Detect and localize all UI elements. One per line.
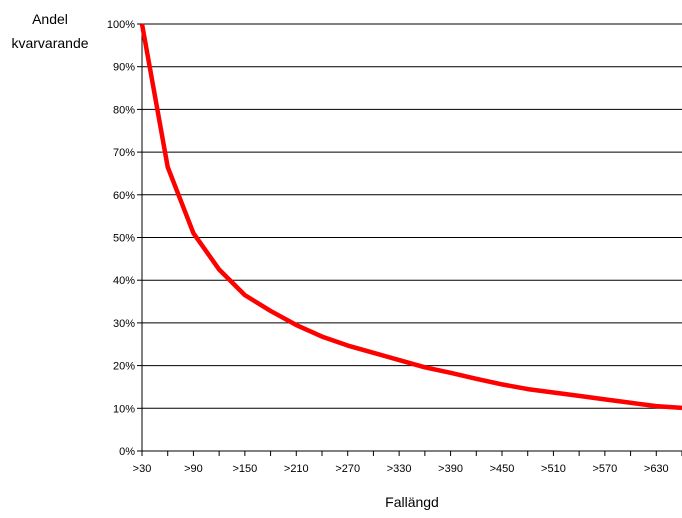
y-axis-title-line-2: kvarvarande (11, 35, 88, 51)
y-tick-label: 30% (113, 318, 135, 330)
y-tick-label: 80% (113, 104, 135, 116)
y-tick-label: 70% (113, 147, 135, 159)
x-tick-label: >90 (184, 463, 203, 475)
x-tick-label: >30 (133, 463, 152, 475)
x-tick-label: >150 (232, 463, 257, 475)
y-tick-label: 90% (113, 62, 135, 74)
y-tick-label: 0% (119, 446, 135, 458)
axes (137, 23, 682, 456)
y-axis-title-line-1: Andel (32, 11, 68, 27)
y-tick-label: 40% (113, 275, 135, 287)
y-tick-label: 20% (113, 361, 135, 373)
x-tick-label: >630 (644, 463, 669, 475)
series-line (139, 23, 682, 411)
y-tick-labels: 0% 10% 20% 30% 40% 50% 60% 70% 80% 90% 100% (107, 19, 135, 458)
x-tick-label: >390 (438, 463, 463, 475)
x-tick-label: >510 (541, 463, 566, 475)
x-tick-label: >270 (335, 463, 360, 475)
x-tick-label: >450 (490, 463, 515, 475)
y-tick-label: 60% (113, 190, 135, 202)
x-axis-title: Fallängd (385, 494, 439, 510)
x-tick-label: >210 (284, 463, 309, 475)
x-tick-label: >330 (387, 463, 412, 475)
gridlines (142, 23, 682, 409)
x-tick-label: >570 (592, 463, 617, 475)
y-tick-label: 10% (113, 403, 135, 415)
series (139, 23, 682, 411)
y-tick-label: 100% (107, 19, 135, 31)
y-tick-label: 50% (113, 233, 135, 245)
x-tick-labels: >30 >90 >150 >210 >270 >330 >390 >450 >510 >570 >6… (133, 463, 669, 475)
